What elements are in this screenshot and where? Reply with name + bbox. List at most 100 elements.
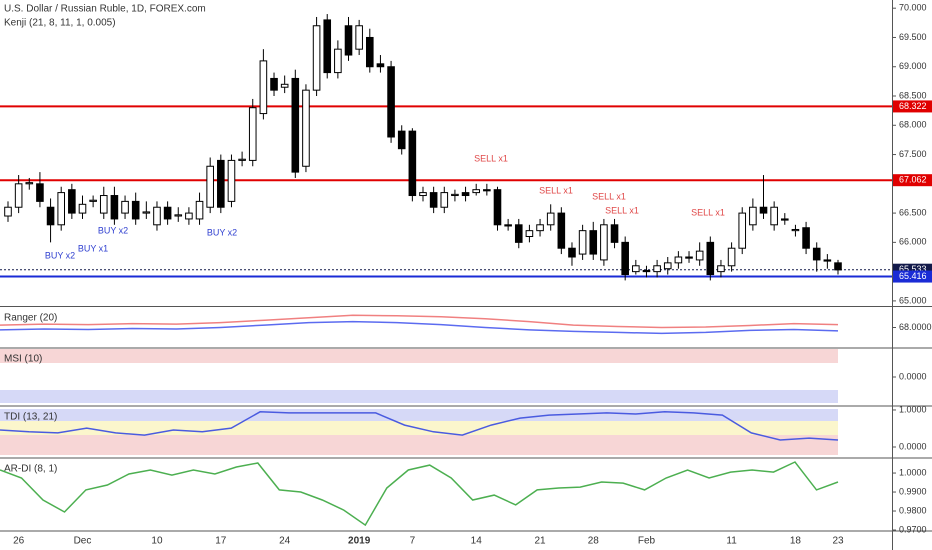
- candle: [14, 175, 23, 214]
- candle-body: [291, 77, 300, 173]
- candle-body: [312, 25, 321, 91]
- candle-body: [376, 63, 385, 68]
- candle: [163, 201, 172, 225]
- y-tick-label: 69.500: [899, 32, 927, 42]
- msi-band: [0, 390, 838, 403]
- candle-body: [387, 66, 395, 138]
- candle-body: [621, 241, 629, 276]
- candle: [291, 69, 300, 178]
- candle: [312, 16, 321, 97]
- candle: [302, 84, 310, 173]
- indicator-line: [0, 314, 839, 329]
- candle: [674, 251, 683, 269]
- x-tick-label: Feb: [638, 536, 656, 547]
- candle-body: [610, 224, 619, 243]
- candle: [206, 157, 214, 214]
- candle-body: [99, 195, 108, 214]
- candle: [78, 195, 87, 219]
- candle-body: [568, 247, 576, 258]
- candle-body: [46, 206, 55, 226]
- candle: [578, 224, 587, 260]
- candle: [365, 28, 374, 73]
- y-tick-label: 68.0000: [899, 322, 932, 332]
- candle-body: [36, 183, 44, 202]
- price-tag-label: 65.416: [899, 271, 927, 281]
- candle-body: [68, 189, 76, 214]
- candle-body: [706, 241, 715, 276]
- candle: [483, 183, 491, 196]
- price-tag: [893, 270, 932, 283]
- candle-body: [429, 192, 438, 208]
- candle: [568, 242, 576, 266]
- candle: [759, 175, 768, 219]
- candle-body: [546, 212, 555, 226]
- y-tick-label: 0.9700: [899, 524, 927, 534]
- x-tick-label: 23: [832, 536, 844, 547]
- signal-label: SELL x1: [474, 153, 508, 163]
- candle-body: [344, 25, 353, 56]
- candle-body: [791, 228, 800, 232]
- candle-body: [142, 211, 151, 214]
- candle: [600, 218, 608, 266]
- candle-body: [738, 212, 747, 249]
- candle: [25, 177, 34, 190]
- candle: [387, 60, 395, 143]
- candle: [610, 218, 619, 249]
- indicator-line: [0, 411, 839, 441]
- candle: [185, 207, 193, 225]
- candle: [174, 207, 183, 222]
- candle: [472, 183, 481, 196]
- candle-body: [440, 192, 449, 208]
- x-tick-label: 21: [534, 536, 546, 547]
- indicator-line: [0, 461, 839, 527]
- x-tick-label: 28: [588, 536, 600, 547]
- y-tick-label: 65.000: [899, 295, 927, 305]
- candle-body: [674, 256, 683, 264]
- chart-title: U.S. Dollar / Russian Ruble, 1D, FOREX.c…: [4, 4, 206, 15]
- candle: [355, 19, 363, 56]
- candle-body: [504, 224, 512, 227]
- tdi-band: [0, 435, 838, 455]
- candle: [653, 259, 661, 278]
- candle-body: [89, 199, 97, 202]
- candle-body: [483, 189, 491, 192]
- candle: [589, 221, 598, 260]
- candle-body: [717, 265, 725, 273]
- candle: [557, 207, 566, 255]
- candle-body: [472, 189, 481, 194]
- candle-body: [557, 212, 566, 249]
- panel-title: MSI (10): [4, 354, 42, 365]
- candle: [514, 218, 523, 249]
- candle-body: [578, 230, 587, 255]
- signal-label: SELL x1: [691, 207, 725, 217]
- x-tick-label: 18: [790, 536, 802, 547]
- candle-body: [642, 269, 651, 273]
- candle: [440, 186, 449, 214]
- candle-body: [334, 48, 342, 74]
- y-tick-label: 1.0000: [899, 467, 927, 477]
- candle-body: [823, 259, 832, 262]
- candle-body: [685, 256, 693, 259]
- candle-body: [259, 60, 268, 115]
- x-tick-label: 10: [151, 536, 163, 547]
- signal-label: BUY x2: [207, 227, 237, 237]
- candle: [802, 221, 810, 255]
- candle-body: [25, 182, 34, 185]
- candle-body: [174, 214, 183, 217]
- candle: [695, 242, 704, 266]
- x-tick-label: 11: [726, 536, 737, 547]
- candle-body: [227, 159, 236, 202]
- candle: [419, 186, 427, 202]
- chart-subtitle: Kenji (21, 8, 11, 1, 0.005): [4, 18, 116, 29]
- candle: [621, 236, 629, 281]
- x-tick-label: Dec: [74, 536, 92, 547]
- candle-body: [195, 200, 204, 220]
- candle: [376, 55, 385, 73]
- y-tick-label: 67.500: [899, 149, 927, 159]
- candle-body: [14, 183, 23, 208]
- candle: [461, 186, 470, 202]
- y-tick-label: 70.000: [899, 3, 927, 13]
- y-tick-label: 69.000: [899, 61, 927, 71]
- candle: [46, 198, 55, 243]
